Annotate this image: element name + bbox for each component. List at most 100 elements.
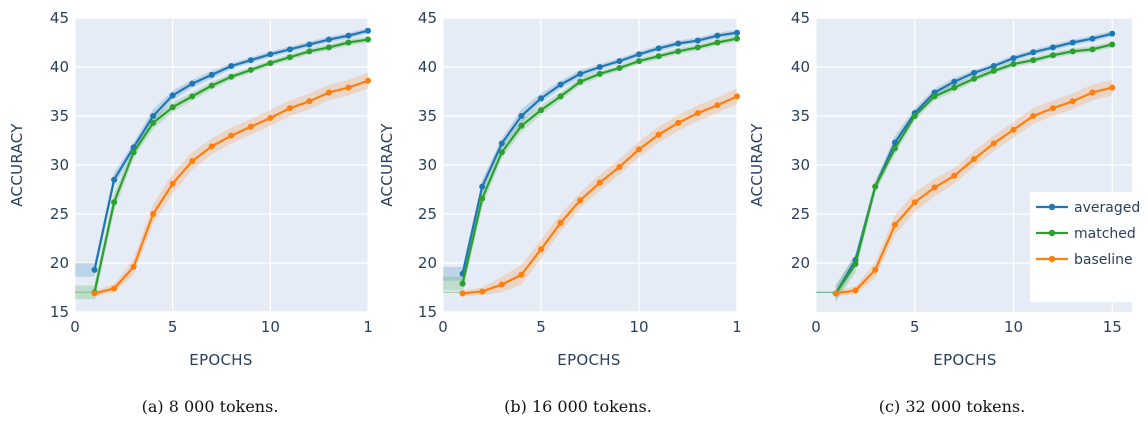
baseline-point: [267, 114, 274, 121]
matched-point: [111, 199, 118, 206]
x-tick-label: 5: [536, 318, 546, 336]
baseline-point: [971, 156, 977, 163]
baseline-point: [459, 290, 466, 297]
averaged-point: [1010, 55, 1017, 62]
matched-point: [872, 183, 879, 190]
baseline-point: [951, 172, 958, 179]
matched-point: [208, 82, 215, 89]
y-tick-label: 20: [791, 254, 810, 272]
baseline-point: [479, 288, 486, 295]
legend-marker-matched: [1048, 229, 1056, 237]
baseline-point: [169, 180, 176, 187]
matched-point: [971, 75, 977, 82]
legend-item-averaged[interactable]: averaged: [1036, 200, 1140, 216]
averaged-point: [286, 46, 293, 53]
baseline-point: [111, 285, 118, 292]
averaged-point: [498, 140, 505, 147]
averaged-point: [479, 183, 486, 190]
legend-item-matched[interactable]: matched: [1036, 226, 1136, 242]
legend-label-baseline: baseline: [1074, 252, 1133, 268]
y-tick-label: 40: [418, 58, 437, 76]
matched-point: [655, 53, 662, 60]
x-axis-title: EPOCHS: [557, 351, 620, 369]
legend-box: [1030, 192, 1146, 302]
tick-labels: 0 5 10 1 15 20 25 30 35 40 45: [418, 9, 742, 336]
panel-c: 0 5 10 15 20 25 30 35 40 45 EPOCHS ACCURACY (c) 3…: [748, 9, 1146, 416]
matched-point: [990, 67, 997, 74]
series-lines: [459, 29, 740, 297]
x-tick-label: 10: [261, 318, 280, 336]
baseline-point: [1069, 98, 1076, 105]
matched-point: [306, 48, 313, 55]
baseline-point: [714, 102, 721, 109]
baseline-band: [94, 72, 369, 297]
x-tick-label: 10: [1004, 318, 1023, 336]
baseline-point: [365, 77, 371, 84]
x-tick-label: 1: [732, 318, 742, 336]
averaged-point: [247, 57, 254, 64]
matched-point: [714, 39, 721, 46]
baseline-point: [1109, 84, 1116, 91]
averaged-point: [345, 32, 352, 39]
confidence-bands: [75, 27, 369, 302]
x-tick-label: 15: [1103, 318, 1122, 336]
matched-point: [1109, 41, 1116, 48]
baseline-point: [228, 132, 235, 139]
averaged-point: [951, 78, 958, 85]
averaged-point: [169, 92, 176, 99]
panel-b: 0 5 10 1 15 20 25 30 35 40 45 EPOCHS ACCURACY (b) …: [378, 9, 742, 416]
averaged-point: [675, 40, 682, 47]
averaged-point: [91, 266, 98, 273]
y-tick-label: 45: [50, 9, 69, 27]
averaged-lead-band: [75, 263, 95, 277]
baseline-point: [286, 105, 293, 112]
matched-point: [169, 104, 176, 111]
y-tick-label: 15: [418, 303, 437, 321]
averaged-point: [714, 32, 721, 39]
tick-labels: 0 5 10 15 20 25 30 35 40 45: [791, 9, 1122, 336]
matched-point: [247, 66, 254, 73]
y-axis-title: ACCURACY: [748, 123, 766, 207]
panel-a: 0 5 10 1 15 20 25 30 35 40 45 EPOCHS ACCURACY (a) …: [8, 9, 373, 416]
matched-point: [498, 149, 505, 156]
y-tick-label: 20: [50, 254, 69, 272]
averaged-point: [1109, 30, 1116, 37]
averaged-point: [734, 29, 740, 36]
baseline-point: [931, 184, 938, 191]
baseline-point: [911, 199, 918, 206]
averaged-point: [1089, 35, 1096, 42]
baseline-point: [247, 123, 254, 130]
legend-item-baseline[interactable]: baseline: [1036, 252, 1133, 268]
averaged-point: [518, 113, 525, 119]
y-tick-label: 40: [791, 58, 810, 76]
y-tick-label: 30: [791, 156, 810, 174]
matched-point: [892, 145, 898, 152]
matched-point: [267, 60, 274, 67]
averaged-point: [208, 71, 215, 78]
baseline-point: [1030, 113, 1037, 119]
averaged-point: [971, 69, 977, 76]
baseline-point: [596, 179, 603, 186]
matched-point: [931, 93, 938, 100]
averaged-point: [636, 51, 642, 58]
matched-point: [459, 280, 466, 287]
baseline-point: [1089, 89, 1096, 96]
averaged-point: [616, 58, 623, 65]
baseline-point: [498, 281, 505, 288]
averaged-point: [325, 36, 332, 43]
matched-lead-band: [75, 285, 95, 300]
matched-point: [1069, 48, 1076, 55]
legend-label-averaged: averaged: [1074, 200, 1140, 216]
y-tick-label: 25: [418, 205, 437, 223]
series-lines: [832, 30, 1116, 297]
baseline-point: [694, 110, 701, 117]
y-tick-label: 30: [418, 156, 437, 174]
matched-point: [365, 36, 371, 43]
y-tick-label: 15: [50, 303, 69, 321]
baseline-point: [150, 211, 157, 217]
baseline-band: [835, 79, 1113, 297]
matched-point: [325, 44, 332, 51]
averaged-point: [538, 95, 544, 102]
averaged-point: [1069, 39, 1076, 46]
